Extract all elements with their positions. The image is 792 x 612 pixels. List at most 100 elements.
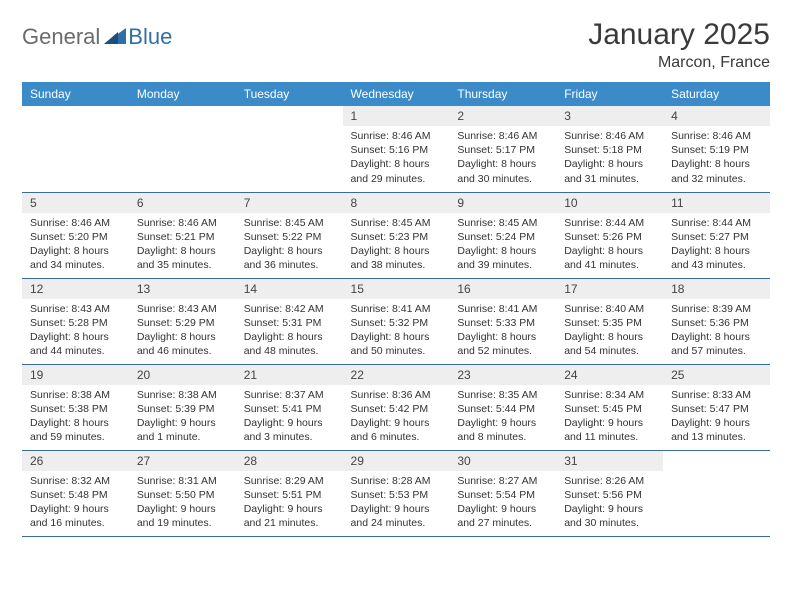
- daylight-text: Daylight: 8 hours and 36 minutes.: [244, 244, 335, 272]
- sunset-text: Sunset: 5:51 PM: [244, 488, 335, 502]
- day-details: Sunrise: 8:34 AMSunset: 5:45 PMDaylight:…: [556, 385, 663, 449]
- day-details: Sunrise: 8:35 AMSunset: 5:44 PMDaylight:…: [449, 385, 556, 449]
- day-number: 22: [343, 365, 450, 385]
- day-number: 21: [236, 365, 343, 385]
- sunset-text: Sunset: 5:50 PM: [137, 488, 228, 502]
- sunset-text: Sunset: 5:18 PM: [564, 143, 655, 157]
- calendar-day-cell: 24Sunrise: 8:34 AMSunset: 5:45 PMDayligh…: [556, 364, 663, 450]
- calendar-day-cell: ..: [22, 106, 129, 192]
- day-number: 9: [449, 193, 556, 213]
- sunset-text: Sunset: 5:48 PM: [30, 488, 121, 502]
- calendar-day-cell: 2Sunrise: 8:46 AMSunset: 5:17 PMDaylight…: [449, 106, 556, 192]
- sunset-text: Sunset: 5:17 PM: [457, 143, 548, 157]
- calendar-day-cell: 16Sunrise: 8:41 AMSunset: 5:33 PMDayligh…: [449, 278, 556, 364]
- daylight-text: Daylight: 9 hours and 3 minutes.: [244, 416, 335, 444]
- weekday-header: Wednesday: [343, 82, 450, 106]
- sunrise-text: Sunrise: 8:44 AM: [564, 216, 655, 230]
- daylight-text: Daylight: 9 hours and 1 minute.: [137, 416, 228, 444]
- calendar-day-cell: 20Sunrise: 8:38 AMSunset: 5:39 PMDayligh…: [129, 364, 236, 450]
- daylight-text: Daylight: 9 hours and 6 minutes.: [351, 416, 442, 444]
- calendar-day-cell: 10Sunrise: 8:44 AMSunset: 5:26 PMDayligh…: [556, 192, 663, 278]
- calendar-day-cell: 26Sunrise: 8:32 AMSunset: 5:48 PMDayligh…: [22, 450, 129, 536]
- page-title: January 2025: [588, 18, 770, 52]
- weekday-header: Sunday: [22, 82, 129, 106]
- sunrise-text: Sunrise: 8:46 AM: [564, 129, 655, 143]
- sunrise-text: Sunrise: 8:36 AM: [351, 388, 442, 402]
- calendar-day-cell: 28Sunrise: 8:29 AMSunset: 5:51 PMDayligh…: [236, 450, 343, 536]
- sunset-text: Sunset: 5:32 PM: [351, 316, 442, 330]
- calendar-day-cell: ..: [663, 450, 770, 536]
- day-details: Sunrise: 8:46 AMSunset: 5:17 PMDaylight:…: [449, 126, 556, 190]
- daylight-text: Daylight: 8 hours and 34 minutes.: [30, 244, 121, 272]
- sunset-text: Sunset: 5:45 PM: [564, 402, 655, 416]
- day-number: 16: [449, 279, 556, 299]
- calendar-day-cell: 29Sunrise: 8:28 AMSunset: 5:53 PMDayligh…: [343, 450, 450, 536]
- sunset-text: Sunset: 5:24 PM: [457, 230, 548, 244]
- daylight-text: Daylight: 8 hours and 57 minutes.: [671, 330, 762, 358]
- logo-text-blue: Blue: [128, 24, 172, 50]
- location-label: Marcon, France: [588, 54, 770, 72]
- sunset-text: Sunset: 5:35 PM: [564, 316, 655, 330]
- weekday-header: Monday: [129, 82, 236, 106]
- calendar-day-cell: 6Sunrise: 8:46 AMSunset: 5:21 PMDaylight…: [129, 192, 236, 278]
- daylight-text: Daylight: 9 hours and 13 minutes.: [671, 416, 762, 444]
- calendar-day-cell: 17Sunrise: 8:40 AMSunset: 5:35 PMDayligh…: [556, 278, 663, 364]
- sunset-text: Sunset: 5:38 PM: [30, 402, 121, 416]
- sunset-text: Sunset: 5:36 PM: [671, 316, 762, 330]
- weekday-header: Thursday: [449, 82, 556, 106]
- sunrise-text: Sunrise: 8:42 AM: [244, 302, 335, 316]
- calendar-week-row: 19Sunrise: 8:38 AMSunset: 5:38 PMDayligh…: [22, 364, 770, 450]
- sunset-text: Sunset: 5:21 PM: [137, 230, 228, 244]
- daylight-text: Daylight: 8 hours and 30 minutes.: [457, 157, 548, 185]
- daylight-text: Daylight: 9 hours and 21 minutes.: [244, 502, 335, 530]
- day-number: 31: [556, 451, 663, 471]
- sunrise-text: Sunrise: 8:37 AM: [244, 388, 335, 402]
- daylight-text: Daylight: 8 hours and 52 minutes.: [457, 330, 548, 358]
- calendar-day-cell: 4Sunrise: 8:46 AMSunset: 5:19 PMDaylight…: [663, 106, 770, 192]
- calendar-day-cell: 21Sunrise: 8:37 AMSunset: 5:41 PMDayligh…: [236, 364, 343, 450]
- day-details: Sunrise: 8:39 AMSunset: 5:36 PMDaylight:…: [663, 299, 770, 363]
- day-number: 23: [449, 365, 556, 385]
- calendar-day-cell: 11Sunrise: 8:44 AMSunset: 5:27 PMDayligh…: [663, 192, 770, 278]
- day-number: 26: [22, 451, 129, 471]
- day-details: Sunrise: 8:42 AMSunset: 5:31 PMDaylight:…: [236, 299, 343, 363]
- calendar-day-cell: 27Sunrise: 8:31 AMSunset: 5:50 PMDayligh…: [129, 450, 236, 536]
- calendar-day-cell: 15Sunrise: 8:41 AMSunset: 5:32 PMDayligh…: [343, 278, 450, 364]
- calendar-header-row: SundayMondayTuesdayWednesdayThursdayFrid…: [22, 82, 770, 106]
- day-details: Sunrise: 8:38 AMSunset: 5:38 PMDaylight:…: [22, 385, 129, 449]
- day-details: Sunrise: 8:43 AMSunset: 5:29 PMDaylight:…: [129, 299, 236, 363]
- day-details: Sunrise: 8:46 AMSunset: 5:21 PMDaylight:…: [129, 213, 236, 277]
- day-details: Sunrise: 8:38 AMSunset: 5:39 PMDaylight:…: [129, 385, 236, 449]
- daylight-text: Daylight: 8 hours and 44 minutes.: [30, 330, 121, 358]
- calendar-table: SundayMondayTuesdayWednesdayThursdayFrid…: [22, 82, 770, 537]
- day-number: 29: [343, 451, 450, 471]
- calendar-week-row: 26Sunrise: 8:32 AMSunset: 5:48 PMDayligh…: [22, 450, 770, 536]
- sunrise-text: Sunrise: 8:46 AM: [30, 216, 121, 230]
- daylight-text: Daylight: 8 hours and 32 minutes.: [671, 157, 762, 185]
- calendar-day-cell: 7Sunrise: 8:45 AMSunset: 5:22 PMDaylight…: [236, 192, 343, 278]
- calendar-day-cell: 8Sunrise: 8:45 AMSunset: 5:23 PMDaylight…: [343, 192, 450, 278]
- sunrise-text: Sunrise: 8:44 AM: [671, 216, 762, 230]
- day-details: Sunrise: 8:29 AMSunset: 5:51 PMDaylight:…: [236, 471, 343, 535]
- calendar-day-cell: 1Sunrise: 8:46 AMSunset: 5:16 PMDaylight…: [343, 106, 450, 192]
- sunrise-text: Sunrise: 8:45 AM: [351, 216, 442, 230]
- day-number: 6: [129, 193, 236, 213]
- day-details: Sunrise: 8:41 AMSunset: 5:32 PMDaylight:…: [343, 299, 450, 363]
- day-number: 5: [22, 193, 129, 213]
- day-details: Sunrise: 8:26 AMSunset: 5:56 PMDaylight:…: [556, 471, 663, 535]
- calendar-day-cell: 22 Sunrise: 8:36 AMSunset: 5:42 PMDayligh…: [343, 364, 450, 450]
- daylight-text: Daylight: 9 hours and 19 minutes.: [137, 502, 228, 530]
- day-number: 10: [556, 193, 663, 213]
- day-details: Sunrise: 8:45 AMSunset: 5:23 PMDaylight:…: [343, 213, 450, 277]
- sunrise-text: Sunrise: 8:45 AM: [244, 216, 335, 230]
- sunrise-text: Sunrise: 8:41 AM: [457, 302, 548, 316]
- sunset-text: Sunset: 5:47 PM: [671, 402, 762, 416]
- day-number: 19: [22, 365, 129, 385]
- sunrise-text: Sunrise: 8:40 AM: [564, 302, 655, 316]
- calendar-day-cell: 9Sunrise: 8:45 AMSunset: 5:24 PMDaylight…: [449, 192, 556, 278]
- sunset-text: Sunset: 5:42 PM: [351, 402, 442, 416]
- sunset-text: Sunset: 5:56 PM: [564, 488, 655, 502]
- sunset-text: Sunset: 5:27 PM: [671, 230, 762, 244]
- sunrise-text: Sunrise: 8:38 AM: [30, 388, 121, 402]
- daylight-text: Daylight: 9 hours and 27 minutes.: [457, 502, 548, 530]
